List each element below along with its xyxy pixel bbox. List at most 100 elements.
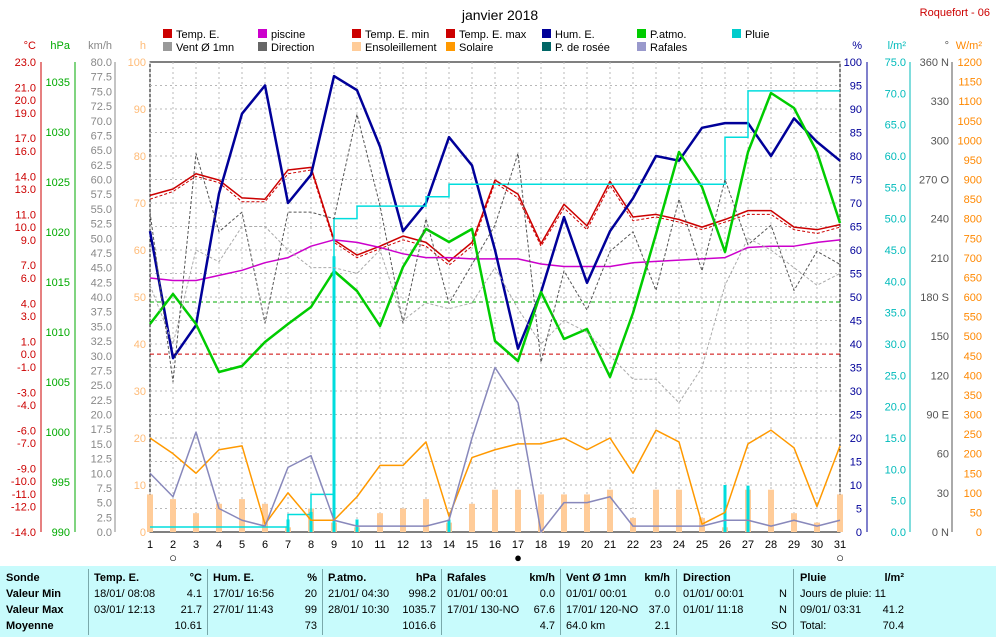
temp-tick-label: 4.0 <box>21 298 36 310</box>
sunshine-bar <box>492 489 498 532</box>
solar-tick-label: 950 <box>964 155 982 167</box>
stats-press-unit: hPa <box>415 572 436 584</box>
sunshine-bar <box>377 513 383 532</box>
solar-tick-label: 750 <box>964 233 982 245</box>
legend-swatch <box>446 29 455 38</box>
humidity-tick-label: 60 <box>850 245 862 257</box>
direction-tick-label: 270 O <box>919 175 949 187</box>
x-tick-label: 13 <box>420 539 432 551</box>
legend-label: Temp. E. <box>176 29 219 41</box>
sunshine-bar <box>515 489 521 532</box>
stats-hum-max-date: 27/01/ 11:43 <box>213 604 274 616</box>
stats-panel: Sonde Valeur Min Valeur Max Moyenne Temp… <box>0 566 996 637</box>
stats-dir-avg: SO <box>771 620 787 632</box>
stats-temp-min-date: 18/01/ 08:08 <box>94 588 156 600</box>
sunshine-axis-unit: h <box>140 40 146 52</box>
legend-label: Temp. E. min <box>365 29 429 41</box>
wind-axis-unit: km/h <box>88 40 112 52</box>
wind-tick-label: 52.5 <box>91 219 112 231</box>
wind-tick-label: 55.0 <box>91 204 112 216</box>
sunshine-bar <box>147 494 153 532</box>
sunshine-bar <box>239 499 245 532</box>
sunshine-bar <box>814 522 820 532</box>
temp-tick-label: 9.0 <box>21 235 36 247</box>
temp-tick-label: -7.0 <box>17 438 36 450</box>
rain-tick-label: 40.0 <box>885 276 906 288</box>
stats-rain-total-label: Total: <box>800 620 827 632</box>
direction-tick-label: 210 <box>931 253 949 265</box>
legend-swatch <box>163 29 172 38</box>
legend-label: Pluie <box>745 29 769 41</box>
stats-divider <box>207 569 208 635</box>
solar-tick-label: 0 <box>976 527 982 539</box>
temp-tick-label: 16.0 <box>15 146 36 158</box>
sunshine-bar <box>423 499 429 532</box>
rafales-line <box>149 366 841 533</box>
pressure-tick-label: 1025 <box>46 177 70 189</box>
sunshine-tick-label: 80 <box>134 151 146 163</box>
x-tick-label: 7 <box>285 539 291 551</box>
sunshine-tick-label: 60 <box>134 245 146 257</box>
legend-label: Solaire <box>459 42 493 54</box>
wind-tick-label: 72.5 <box>91 101 112 113</box>
stats-temp-max: 21.7 <box>180 604 202 616</box>
rain-tick-label: 70.0 <box>885 88 906 100</box>
wind-tick-label: 5.0 <box>97 498 112 510</box>
rain-tick-label: 20.0 <box>885 402 906 414</box>
pressure-tick-label: 995 <box>52 477 70 489</box>
humidity-tick-label: 100 <box>844 57 862 69</box>
rain-tick-label: 55.0 <box>885 182 906 194</box>
solar-tick-label: 1200 <box>958 57 982 69</box>
temp-tick-label: 7.0 <box>21 260 36 272</box>
legend-swatch <box>542 42 551 51</box>
pressure-tick-label: 1035 <box>46 77 70 89</box>
sunshine-tick-label: 30 <box>134 386 146 398</box>
legend-label: Direction <box>271 42 314 54</box>
direction-tick-label: 90 E <box>926 410 949 422</box>
x-tick-label: 1 <box>147 539 153 551</box>
temp-tick-label: 1.0 <box>21 336 36 348</box>
solar-tick-label: 650 <box>964 272 982 284</box>
stats-col-gust: Rafales km/h 01/01/ 00:01 0.0 17/01/ 130… <box>447 566 557 637</box>
wind-tick-label: 62.5 <box>91 160 112 172</box>
temp-tick-label: -10.0 <box>11 476 36 488</box>
stats-wind-max-date: 17/01/ 120-NO <box>566 604 639 616</box>
sunshine-tick-label: 10 <box>134 480 146 492</box>
direction-tick-label: 180 S <box>920 292 949 304</box>
x-tick-label: 22 <box>627 539 639 551</box>
x-tick-label: 5 <box>239 539 245 551</box>
stats-dir-title: Direction <box>683 572 731 584</box>
humidity-tick-label: 0 <box>856 527 862 539</box>
humidity-tick-label: 5 <box>856 504 862 516</box>
stats-press-min: 998.2 <box>408 588 436 600</box>
direction-tick-label: 330 <box>931 96 949 108</box>
rain-tick-label: 65.0 <box>885 120 906 132</box>
legend-swatch <box>542 29 551 38</box>
stats-hum-title: Hum. E. <box>213 572 254 584</box>
humidity-tick-label: 25 <box>850 410 862 422</box>
temp-tick-label: 19.0 <box>15 108 36 120</box>
temp-tick-label: -1.0 <box>17 362 36 374</box>
direction-axis-unit: ° <box>945 40 949 52</box>
wind-tick-label: 20.0 <box>91 410 112 422</box>
humidity-tick-label: 80 <box>850 151 862 163</box>
sunshine-bar <box>561 494 567 532</box>
legend-label: Temp. E. max <box>459 29 527 41</box>
humidity-tick-label: 65 <box>850 222 862 234</box>
stats-divider <box>88 569 89 635</box>
wind-tick-label: 37.5 <box>91 307 112 319</box>
sunshine-bar <box>791 513 797 532</box>
solar-tick-label: 800 <box>964 214 982 226</box>
humidity-tick-label: 20 <box>850 433 862 445</box>
pressure-tick-label: 990 <box>52 527 70 539</box>
legend-label: P.atmo. <box>650 29 687 41</box>
direction-tick-label: 60 <box>937 449 949 461</box>
wind-tick-label: 45.0 <box>91 263 112 275</box>
rain-tick-label: 30.0 <box>885 339 906 351</box>
stats-gust-max-date: 17/01/ 130-NO <box>447 604 520 616</box>
stats-hum-unit: % <box>307 572 317 584</box>
direction-tick-label: 150 <box>931 331 949 343</box>
legend-label: P. de rosée <box>555 42 610 54</box>
stats-rain-max-date: 09/01/ 03:31 <box>800 604 862 616</box>
stats-hum-min-date: 17/01/ 16:56 <box>213 588 275 600</box>
